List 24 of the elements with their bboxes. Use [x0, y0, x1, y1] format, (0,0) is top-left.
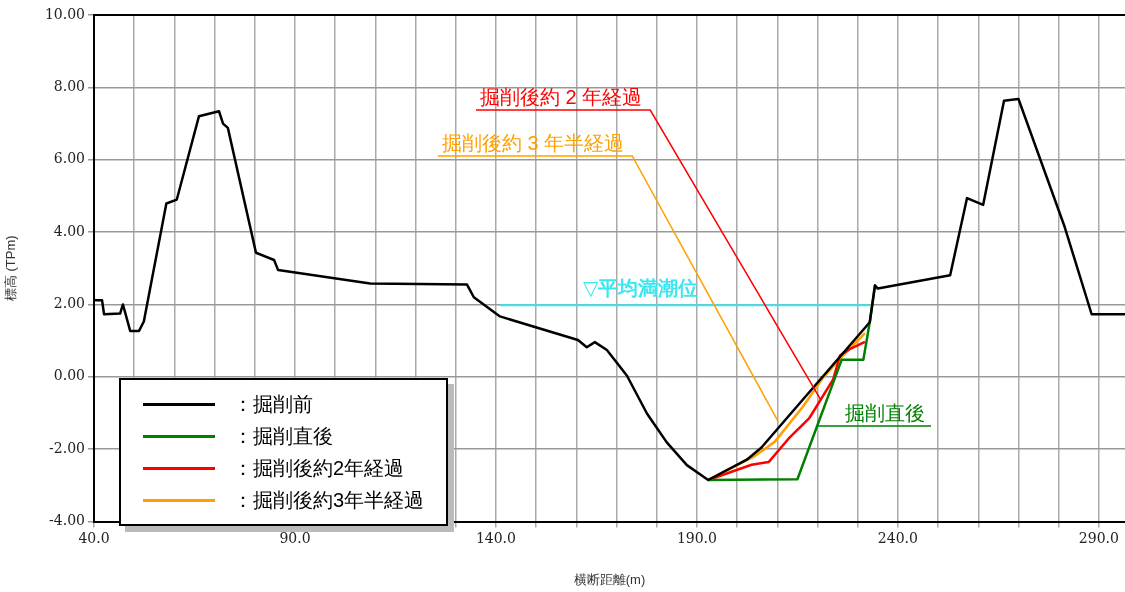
x-tick-label: 90.0 [279, 529, 311, 546]
y-tick-label: 4.00 [53, 222, 85, 239]
annotation: ▽平均満潮位 [582, 277, 699, 300]
annotation: 掘削後約 2 年経過 [480, 86, 643, 108]
x-tick-label: 240.0 [877, 529, 918, 546]
legend-label: ：掘削後約3年半経過 [233, 487, 425, 513]
y-tick-label: -2.00 [49, 439, 85, 456]
x-tick-label: 40.0 [78, 529, 110, 546]
y-axis-title: 標高 (TPm) [3, 235, 19, 302]
annotation: 掘削直後 [845, 402, 925, 424]
x-tick-label: 290.0 [1078, 529, 1119, 546]
x-axis-title: 横断距離(m) [573, 571, 646, 587]
y-tick-label: 0.00 [53, 367, 85, 384]
y-tick-label: 10.00 [44, 5, 85, 22]
x-tick-label: 190.0 [676, 529, 717, 546]
y-tick-label: 8.00 [53, 78, 85, 95]
legend-label: ：掘削後約2年経過 [233, 455, 405, 481]
annotation: 掘削後約 3 年半経過 [442, 132, 625, 154]
y-tick-label: 2.00 [53, 295, 85, 312]
legend-label: ：掘削直後 [233, 423, 333, 449]
y-tick-label: -4.00 [49, 512, 85, 529]
y-tick-label: 6.00 [53, 150, 85, 167]
x-tick-label: 140.0 [475, 529, 516, 546]
legend-label: ：掘削前 [233, 391, 313, 417]
